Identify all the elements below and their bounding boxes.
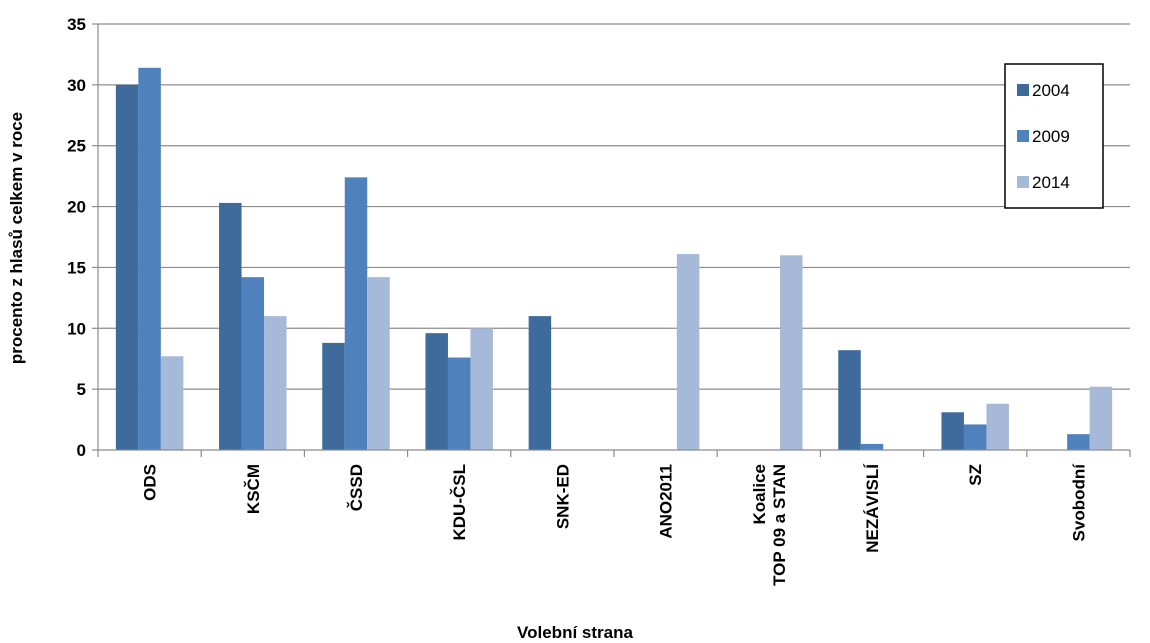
y-tick-label: 0	[77, 441, 86, 460]
bar-2004	[528, 316, 552, 450]
x-tick-labels: ODS KSČM ČSSD KDU-ČSL SNK-ED ANO2011 Koalice TO…	[141, 463, 1089, 586]
bar-2009	[1067, 434, 1090, 450]
bars	[115, 67, 1113, 451]
y-tick-label: 25	[67, 137, 86, 156]
bar-2014	[1089, 386, 1113, 450]
legend-label: 2009	[1032, 127, 1070, 146]
bar-2004	[322, 342, 345, 450]
x-tick-label-line: ČSSD	[347, 464, 366, 511]
x-tick-label: NEZÁVISLÍ	[863, 463, 882, 553]
x-tick-label: KSČM	[244, 464, 263, 514]
x-tick-label: KDU-ČSL	[450, 464, 469, 541]
bar-2009	[344, 177, 368, 451]
bar-2014	[367, 277, 390, 450]
y-tick-label: 15	[67, 258, 86, 277]
x-tick-label-line: ANO2011	[657, 464, 676, 539]
bar-2014	[470, 328, 493, 450]
legend-swatch	[1017, 84, 1029, 96]
x-tick-label-line: NEZÁVISLÍ	[863, 463, 882, 553]
y-tick-label: 30	[67, 76, 86, 95]
legend-swatch	[1017, 130, 1029, 142]
x-tick-label-line: TOP 09 a STAN	[770, 464, 789, 586]
x-tick-label-line: KDU-ČSL	[450, 464, 469, 541]
x-tick-label-line: SZ	[966, 464, 985, 486]
y-tick-label: 35	[67, 15, 86, 34]
bar-2009	[138, 67, 161, 451]
x-tick-label: SZ	[966, 464, 985, 486]
x-tick-label: ODS	[141, 464, 160, 501]
x-tick-label: Koalice TOP 09 a STAN	[750, 464, 789, 586]
bar-2014	[676, 254, 700, 450]
legend-swatch	[1017, 176, 1029, 188]
x-axis-title: Volební strana	[517, 623, 633, 642]
legend-label: 2004	[1032, 81, 1070, 100]
y-tick-label: 10	[67, 319, 86, 338]
bar-2004	[219, 202, 242, 450]
bar-2009	[447, 357, 471, 450]
x-tick-label-line: SNK-ED	[553, 464, 572, 529]
legend: 2004 2009 2014	[1004, 63, 1104, 209]
x-tick-label-line: Koalice	[750, 464, 769, 524]
bar-2004	[115, 84, 139, 450]
x-tick-label: Svobodní	[1069, 463, 1088, 542]
bar-2009	[860, 443, 884, 450]
legend-label: 2014	[1032, 173, 1070, 192]
bar-2004	[838, 350, 861, 450]
y-tick-label: 20	[67, 198, 86, 217]
bar-2009	[241, 277, 265, 450]
x-tick-label-line: ODS	[141, 464, 160, 501]
x-tick-label-line: Svobodní	[1069, 463, 1088, 542]
x-tick-label: ČSSD	[347, 464, 366, 511]
bar-2009	[963, 424, 987, 450]
x-tick-label: ANO2011	[657, 464, 676, 539]
bar-2014	[986, 403, 1009, 450]
bar-2014	[160, 356, 184, 450]
y-tick-label: 5	[77, 380, 86, 399]
y-tick-labels: 0 5 10 15 20 25 30 35	[67, 15, 86, 460]
x-tick-label: SNK-ED	[553, 464, 572, 529]
bar-2004	[941, 412, 964, 450]
axes	[97, 24, 1131, 457]
y-axis-title: procento z hlasů celkem v roce	[7, 112, 26, 364]
bar-2014	[780, 255, 803, 450]
bar-2014	[264, 316, 287, 450]
x-tick-label-line: KSČM	[244, 464, 263, 514]
bar-2004	[425, 333, 448, 450]
